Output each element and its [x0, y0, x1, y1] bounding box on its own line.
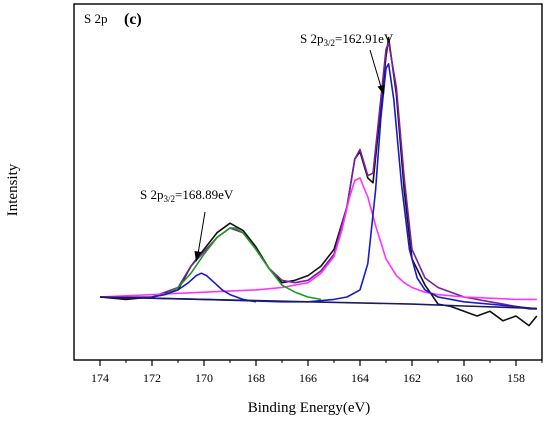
annotation-arrow-162-head — [377, 85, 385, 95]
series-layer — [99, 36, 538, 327]
panel-label: (c) — [124, 11, 142, 28]
series-line-1 — [99, 36, 538, 327]
x-axis-ticks: 174 172 170 168 166 164 162 160 158 — [91, 360, 543, 385]
annotation-arrow-168-head — [194, 251, 202, 262]
series-line-4 — [99, 63, 537, 310]
x-tick-label: 164 — [351, 371, 369, 385]
x-tick-label: 170 — [195, 371, 213, 385]
peak-annotation-162: S 2p3/2=162.91eV — [300, 31, 394, 48]
peak-annotation-168: S 2p3/2=168.89eV — [140, 187, 234, 204]
annotation-text: S 2p — [300, 31, 323, 46]
annotation-text: =162.91eV — [335, 31, 394, 46]
series-line-6 — [151, 272, 257, 303]
annotation-arrow-162-shaft — [369, 49, 382, 88]
x-tick-label: 160 — [455, 371, 473, 385]
y-axis-label: Intensity — [5, 163, 21, 216]
x-axis-label: Binding Energy(eV) — [248, 400, 371, 416]
x-tick-label: 162 — [403, 371, 421, 385]
annotation-arrow-168-shaft — [197, 211, 206, 255]
annotation-subscript: 3/2 — [163, 194, 175, 204]
annotation-subscript: 3/2 — [323, 38, 335, 48]
series-line-7 — [99, 296, 537, 310]
x-tick-label: 172 — [143, 371, 161, 385]
chart-title: S 2p — [84, 11, 107, 26]
annotation-text: =168.89eV — [175, 187, 234, 202]
series-line-5 — [151, 227, 322, 301]
x-tick-label: 166 — [299, 371, 317, 385]
x-tick-label: 174 — [91, 371, 109, 385]
x-tick-label: 168 — [247, 371, 265, 385]
annotation-text: S 2p — [140, 187, 163, 202]
x-tick-label: 158 — [507, 371, 525, 385]
